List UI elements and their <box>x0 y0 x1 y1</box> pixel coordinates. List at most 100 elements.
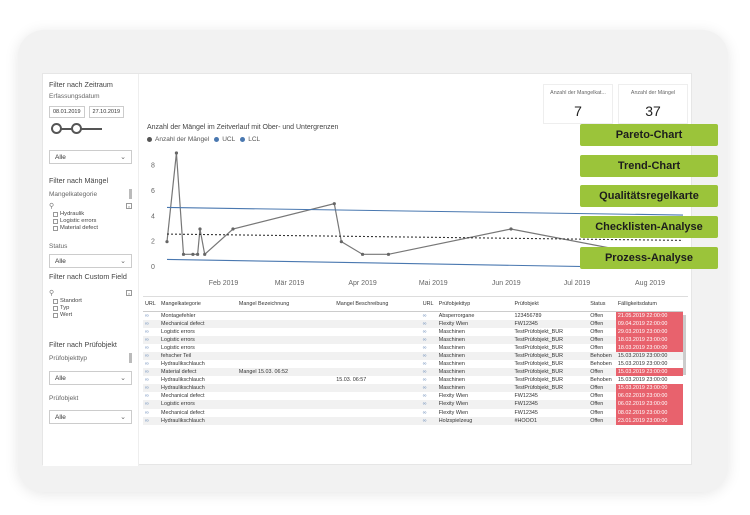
table-cell <box>334 344 421 352</box>
table-row[interactable]: ∞ Logistic errors ∞ Maschinen TestPrüfobjekt… <box>143 343 683 352</box>
checkbox-box[interactable] <box>53 218 58 224</box>
table-cell: 15.03.2019 23:00:00 <box>615 351 683 360</box>
defect-category-checkbox[interactable]: Material defect <box>53 225 132 231</box>
link-icon[interactable]: ∞ <box>143 384 159 393</box>
link-icon[interactable]: ∞ <box>422 361 427 368</box>
clear-icon[interactable]: × <box>126 203 132 209</box>
checkbox-box[interactable] <box>53 305 58 311</box>
object-dropdown[interactable]: Alle ⌄ <box>49 410 132 424</box>
table-cell: Behoben <box>588 351 616 360</box>
link-icon[interactable]: ∞ <box>143 319 159 328</box>
table-row[interactable]: ∞ Logistic errors ∞ Flexity Wien FW12345 Offe… <box>143 400 683 409</box>
table-scrollbar[interactable] <box>683 315 686 375</box>
link-icon[interactable]: ∞ <box>420 335 437 344</box>
link-icon[interactable]: ∞ <box>145 312 149 319</box>
table-row[interactable]: ∞ Mechanical defect ∞ Flexity Wien FW12345 Of… <box>143 392 683 401</box>
table-cell: 15.03.2019 23:00:00 <box>617 377 668 384</box>
link-icon[interactable]: ∞ <box>422 328 427 335</box>
checkbox-box[interactable] <box>53 298 58 304</box>
table-row[interactable]: ∞ Hydraulikschlauch ∞ Holzspielzeug #HOOO1 Of… <box>143 416 683 425</box>
link-icon[interactable]: ∞ <box>422 344 427 351</box>
kpi-label: Anzahl der Mangelkat... <box>550 90 606 96</box>
defect-category-checkbox[interactable]: Logistic errors <box>53 218 132 224</box>
link-icon[interactable]: ∞ <box>145 328 149 335</box>
link-icon[interactable]: ∞ <box>145 377 149 384</box>
table-row[interactable]: ∞ Mechanical defect ∞ Flexity Wien FW12345 Of… <box>143 408 683 417</box>
table-row[interactable]: ∞ Mechanical defect ∞ Flexity Wien FW12345 Of… <box>143 319 683 328</box>
clear-icon[interactable]: × <box>126 290 132 296</box>
link-icon[interactable]: ∞ <box>145 361 149 368</box>
slider-knob-end[interactable] <box>71 123 82 134</box>
table-row[interactable]: ∞ fehscher Teil ∞ Maschinen TestPrüfobjekt_B… <box>143 351 683 360</box>
link-icon[interactable]: ∞ <box>143 351 159 360</box>
table-cell: 08.02.2019 23:00:00 <box>615 408 683 417</box>
table-cell: 06.02.2019 23:00:00 <box>615 392 683 401</box>
overlay-tag: Prozess-Analyse <box>580 247 718 269</box>
link-icon[interactable]: ∞ <box>420 368 437 377</box>
checkbox-box[interactable] <box>53 312 58 318</box>
date-to-input[interactable]: 27.10.2019 <box>88 106 125 118</box>
custom-field-checkbox[interactable]: Typ <box>53 305 132 311</box>
link-icon[interactable]: ∞ <box>422 393 427 400</box>
table-row[interactable]: ∞ Logistic errors ∞ Maschinen TestPrüfobjekt… <box>143 335 683 344</box>
data-point <box>360 252 365 256</box>
object-type-dropdown[interactable]: Alle ⌄ <box>49 371 132 385</box>
table-row[interactable]: ∞ Hydraulikschlauch ∞ Maschinen TestPrüfobje… <box>143 360 683 368</box>
link-icon[interactable]: ∞ <box>420 319 437 328</box>
link-icon[interactable]: ∞ <box>422 409 427 416</box>
link-icon[interactable]: ∞ <box>145 344 149 351</box>
date-range-slider[interactable] <box>49 122 132 136</box>
scrollbar[interactable] <box>129 353 132 363</box>
defect-category-label: Logistic errors <box>60 218 97 224</box>
link-icon[interactable]: ∞ <box>145 409 149 416</box>
control-chart: 0 2 4 6 8 Feb 2019 Mär 2019 Apr 2019 Mai 2019 Jun… <box>151 151 684 287</box>
table-row[interactable]: ∞ Logistic errors ∞ Maschinen TestPrüfobjekt… <box>143 327 683 336</box>
data-point <box>386 252 391 256</box>
column-header[interactable]: Status <box>588 297 616 312</box>
link-icon[interactable]: ∞ <box>143 368 159 377</box>
table-cell: Material defect <box>159 368 237 377</box>
time-dropdown[interactable]: Alle ⌄ <box>49 150 132 164</box>
custom-field-checkbox[interactable]: Wert <box>53 312 132 318</box>
link-icon[interactable]: ∞ <box>422 312 427 319</box>
column-header[interactable]: Mangel Bezeichnung <box>236 297 335 312</box>
table-cell <box>334 416 421 425</box>
link-icon[interactable]: ∞ <box>420 400 437 409</box>
column-header[interactable]: Prüfobjekttyp <box>436 297 513 312</box>
checkbox-box[interactable] <box>53 211 58 217</box>
table-cell: Maschinen <box>438 328 465 335</box>
slider-knob-start[interactable] <box>51 123 62 134</box>
column-header[interactable]: Mangelkategorie <box>159 297 237 312</box>
column-header[interactable]: Mangel Beschreibung <box>334 297 421 312</box>
table-row[interactable]: ∞ Hydraulikschlauch ∞ Maschinen TestPrüfobje… <box>143 384 683 393</box>
link-icon[interactable]: ∞ <box>422 377 427 384</box>
column-header[interactable]: URL <box>143 297 159 312</box>
link-icon[interactable]: ∞ <box>420 416 437 425</box>
link-icon[interactable]: ∞ <box>143 335 159 344</box>
link-icon[interactable]: ∞ <box>145 393 149 400</box>
custom-field-checkbox[interactable]: Standort <box>53 298 132 304</box>
link-icon[interactable]: ∞ <box>420 351 437 360</box>
table-cell: Maschinen <box>436 368 513 377</box>
search-icon[interactable]: ⚲ <box>49 203 55 210</box>
scrollbar[interactable] <box>129 189 132 199</box>
defect-category-checkbox[interactable]: Hydraulik <box>53 211 132 217</box>
link-icon[interactable]: ∞ <box>420 384 437 393</box>
link-icon[interactable]: ∞ <box>143 416 159 425</box>
search-icon[interactable]: ⚲ <box>49 290 55 297</box>
legend-series3: LCL <box>248 136 261 143</box>
status-label: Status <box>49 243 68 250</box>
checkbox-box[interactable] <box>53 225 58 231</box>
table-row[interactable]: ∞ Material defect Mangel 15.03. 06:52 ∞ Masc… <box>143 368 683 377</box>
date-from-input[interactable]: 08.01.2019 <box>49 106 85 118</box>
ucl-line <box>166 206 684 216</box>
table-row[interactable]: ∞ Montagefehler ∞ Absperrorgane 123456789 Off… <box>143 311 683 320</box>
column-header[interactable]: Fälligkeitsdatum <box>615 297 683 312</box>
link-icon[interactable]: ∞ <box>143 400 159 409</box>
column-header[interactable]: URL <box>420 297 437 312</box>
column-header[interactable]: Prüfobjekt <box>512 297 589 312</box>
table-row[interactable]: ∞ Hydraulikschlauch 15.03. 06:57 ∞ Maschinen… <box>143 376 683 384</box>
status-dropdown[interactable]: Alle ⌄ <box>49 254 132 268</box>
table-cell: 15.03. 06:57 <box>336 377 367 384</box>
table-cell: Behoben <box>590 361 612 368</box>
